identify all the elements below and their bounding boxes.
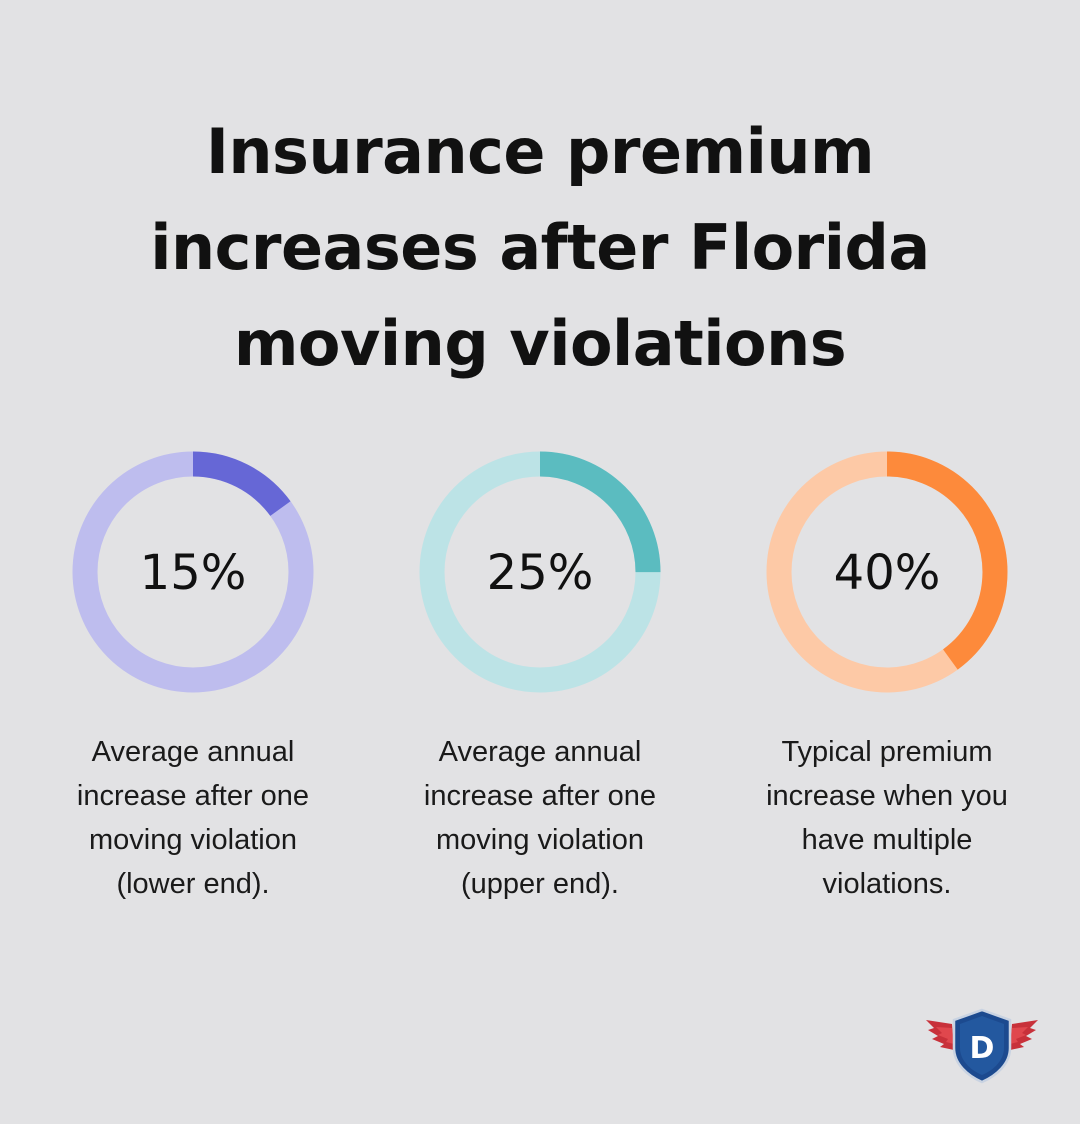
stat-description-line: moving violation (89, 824, 297, 856)
donut-value-arc (419, 451, 661, 693)
donut-chart: 15% (72, 451, 314, 693)
stat-description-line: violations. (822, 868, 952, 900)
donut-value-arc (766, 451, 1008, 693)
stat-description-line: increase when you (766, 780, 1008, 812)
stat-item: 40% Typical premium increase when you ha… (737, 450, 1037, 906)
stat-description-line: Average annual (438, 736, 642, 768)
stat-description-line: have multiple (801, 824, 973, 856)
stat-description: Average annual increase after one moving… (43, 730, 343, 906)
chart-title-line: increases after Florida (150, 211, 930, 284)
chart-title-line: moving violations (233, 307, 847, 380)
logo-letter: D (970, 1031, 995, 1066)
donut-value-arc (72, 451, 314, 693)
stat-description-line: increase after one (423, 780, 657, 812)
donut-value-label: 25% (487, 545, 594, 601)
donut-value-label: 15% (140, 545, 247, 601)
winged-shield-logo-icon: D (926, 1008, 1038, 1084)
stat-description-line: Typical premium (781, 736, 993, 768)
stat-description-line: Average annual (91, 736, 295, 768)
stat-description-line: (upper end). (461, 868, 619, 900)
stat-description-line: moving violation (436, 824, 644, 856)
stat-item: 25% Average annual increase after one mo… (390, 450, 690, 906)
stat-description-line: (lower end). (116, 868, 270, 900)
donut-chart: 40% (766, 451, 1008, 693)
stat-description-line: increase after one (76, 780, 310, 812)
stat-description: Typical premium increase when you have m… (737, 730, 1037, 906)
stat-description: Average annual increase after one moving… (390, 730, 690, 906)
donut-value-label: 40% (834, 545, 941, 601)
donut-chart: 25% (419, 451, 661, 693)
chart-title-line: Insurance premium (205, 115, 875, 188)
stat-item: 15% Average annual increase after one mo… (43, 450, 343, 906)
chart-title: Insurance premium increases after Florid… (0, 104, 1080, 392)
